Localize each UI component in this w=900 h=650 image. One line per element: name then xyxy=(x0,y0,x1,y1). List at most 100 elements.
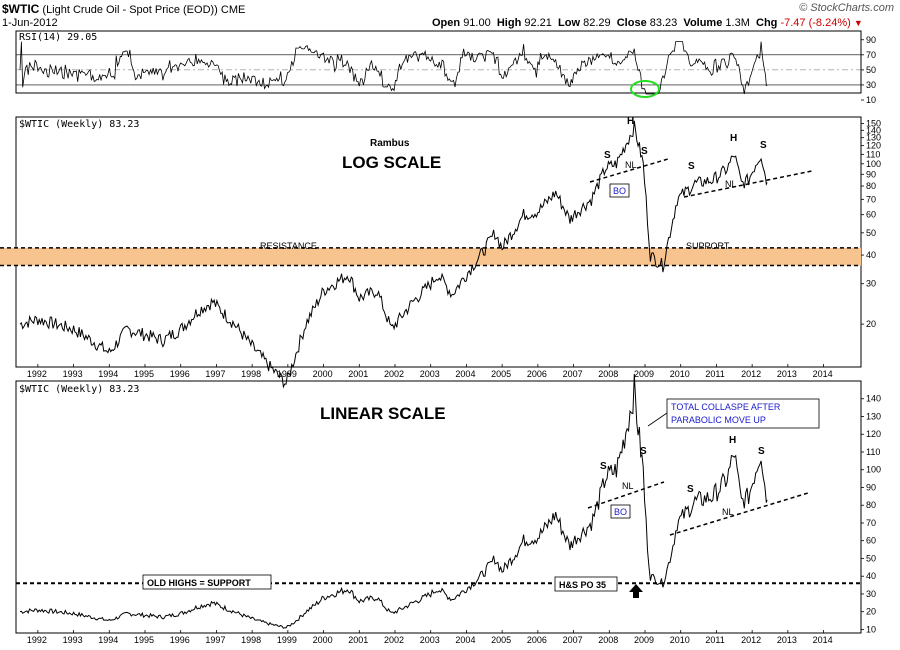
log-bo-box xyxy=(609,183,630,198)
log-x-year-label: 1998 xyxy=(241,369,261,379)
linear-x-year-label: 2012 xyxy=(741,635,761,645)
log-head-2008: H xyxy=(627,116,634,127)
rambus-label: Rambus xyxy=(370,138,410,149)
linear-x-year-label: 1993 xyxy=(63,635,83,645)
linear-scale-label: LINEAR SCALE xyxy=(320,404,446,423)
rsi-y-tick-label: 30 xyxy=(866,80,876,90)
log-head-2011: H xyxy=(730,133,737,144)
open-value: 91.00 xyxy=(463,17,491,29)
linear-x-year-label: 2010 xyxy=(670,635,690,645)
hs-po-box xyxy=(554,576,618,592)
log-x-year-label: 2001 xyxy=(348,369,368,379)
linear-bo-box xyxy=(610,504,631,519)
linear-y-tick-label: 140 xyxy=(866,394,881,404)
rsi-y-tick-label: 90 xyxy=(866,35,876,45)
log-x-year-label: 2002 xyxy=(384,369,404,379)
linear-x-year-label: 2011 xyxy=(705,635,724,645)
log-price-series-line xyxy=(19,120,768,389)
rsi-y-tick-label: 50 xyxy=(866,65,876,75)
log-x-year-label: 1995 xyxy=(134,369,154,379)
linear-y-tick-label: 80 xyxy=(866,500,876,510)
log-y-tick-label: 60 xyxy=(866,210,876,220)
log-y-tick-label: 130 xyxy=(866,133,881,143)
linear-y-axis: 140 130 120 110 100 90 80 70 60 50 40 30 20 10 xyxy=(861,394,881,634)
linear-price-series-line xyxy=(19,373,768,629)
close-label: Close xyxy=(616,17,647,29)
log-x-year-label: 2003 xyxy=(420,369,440,379)
log-neckline-label-2008: NL xyxy=(625,160,637,170)
linear-y-tick-label: 30 xyxy=(866,589,876,599)
linear-panel-title: $WTIC (Weekly) 83.23 xyxy=(19,384,139,395)
rsi-y-tick-label: 70 xyxy=(866,50,876,60)
down-arrow-icon: ▼ xyxy=(853,18,863,28)
linear-right-shoulder-2012: S xyxy=(758,446,765,457)
log-x-year-label: 1996 xyxy=(170,369,190,379)
close-value: 83.23 xyxy=(649,17,678,29)
log-y-tick-label: 140 xyxy=(866,125,881,135)
rsi-y-tick-label: 10 xyxy=(866,95,876,105)
symbol-description: (Light Crude Oil - Spot Price (EOD)) xyxy=(42,4,218,16)
linear-y-tick-label: 110 xyxy=(866,447,880,457)
linear-x-year-label: 1996 xyxy=(170,635,190,645)
linear-y-tick-label: 130 xyxy=(866,411,881,421)
log-x-year-label: 1992 xyxy=(27,369,47,379)
old-highs-label: OLD HIGHS = SUPPORT xyxy=(147,578,251,588)
log-x-year-label: 2009 xyxy=(634,369,654,379)
log-panel-title: $WTIC (Weekly) 83.23 xyxy=(19,119,139,130)
linear-x-year-label: 1999 xyxy=(277,635,297,645)
log-y-tick-label: 120 xyxy=(866,141,881,151)
linear-x-year-label: 2006 xyxy=(527,635,547,645)
log-x-year-label: 2010 xyxy=(670,369,690,379)
log-y-tick-label: 40 xyxy=(866,250,876,260)
linear-left-shoulder-2010: S xyxy=(687,484,694,495)
log-x-year-label: 1999 xyxy=(277,369,297,379)
linear-x-year-label: 2005 xyxy=(491,635,511,645)
log-right-shoulder-2008: S xyxy=(641,146,648,157)
linear-x-axis: 1992 1993 1994 1995 1996 1997 1998 1999 2000 2001… xyxy=(27,630,833,645)
high-value: 92.21 xyxy=(524,17,552,29)
stockcharts-watermark: © StockCharts.com xyxy=(799,2,894,14)
log-x-year-label: 2011 xyxy=(705,369,724,379)
linear-y-tick-label: 100 xyxy=(866,465,881,475)
old-highs-box xyxy=(142,574,272,590)
oversold-highlight-ellipse xyxy=(630,80,660,98)
log-x-year-label: 2004 xyxy=(455,369,475,379)
collapse-callout-pointer xyxy=(647,412,668,427)
rsi-panel-title: RSI(14) 29.05 xyxy=(19,32,97,43)
chart-date: 1-Jun-2012 xyxy=(2,17,58,29)
open-label: Open xyxy=(432,17,461,29)
log-neckline-2012 xyxy=(683,170,813,198)
log-y-tick-label: 80 xyxy=(866,181,876,191)
resistance-label: RESISTANCE xyxy=(260,241,317,251)
resistance-support-band xyxy=(0,247,861,266)
linear-panel-frame xyxy=(15,380,862,634)
log-left-shoulder-2010: S xyxy=(688,161,695,172)
linear-neckline-2008 xyxy=(587,481,665,509)
log-panel-frame xyxy=(15,116,862,368)
log-x-year-label: 2005 xyxy=(491,369,511,379)
exchange: CME xyxy=(220,4,246,16)
log-x-year-label: 2000 xyxy=(313,369,333,379)
log-x-year-label: 1997 xyxy=(205,369,225,379)
log-x-year-label: 2008 xyxy=(598,369,618,379)
linear-x-year-label: 2008 xyxy=(598,635,618,645)
log-y-tick-label: 150 xyxy=(866,118,881,128)
linear-y-tick-label: 60 xyxy=(866,536,876,546)
quote-summary: Open 91.00 High 92.21 Low 82.29 Close 83… xyxy=(432,17,863,29)
log-y-tick-label: 100 xyxy=(866,159,881,169)
support-label: SUPPORT xyxy=(686,241,730,251)
log-y-tick-label: 90 xyxy=(866,169,876,179)
chg-value: -7.47 (-8.24%) xyxy=(780,17,851,29)
linear-x-year-label: 1994 xyxy=(98,635,118,645)
linear-x-year-label: 2003 xyxy=(420,635,440,645)
linear-y-tick-label: 50 xyxy=(866,553,876,563)
log-y-tick-label: 30 xyxy=(866,279,876,289)
linear-y-tick-label: 120 xyxy=(866,429,881,439)
log-x-year-label: 1993 xyxy=(63,369,83,379)
linear-x-year-label: 2013 xyxy=(777,635,797,645)
linear-x-year-label: 2009 xyxy=(634,635,654,645)
low-label: Low xyxy=(558,17,581,29)
linear-x-year-label: 1998 xyxy=(241,635,261,645)
chg-label: Chg xyxy=(756,17,778,29)
